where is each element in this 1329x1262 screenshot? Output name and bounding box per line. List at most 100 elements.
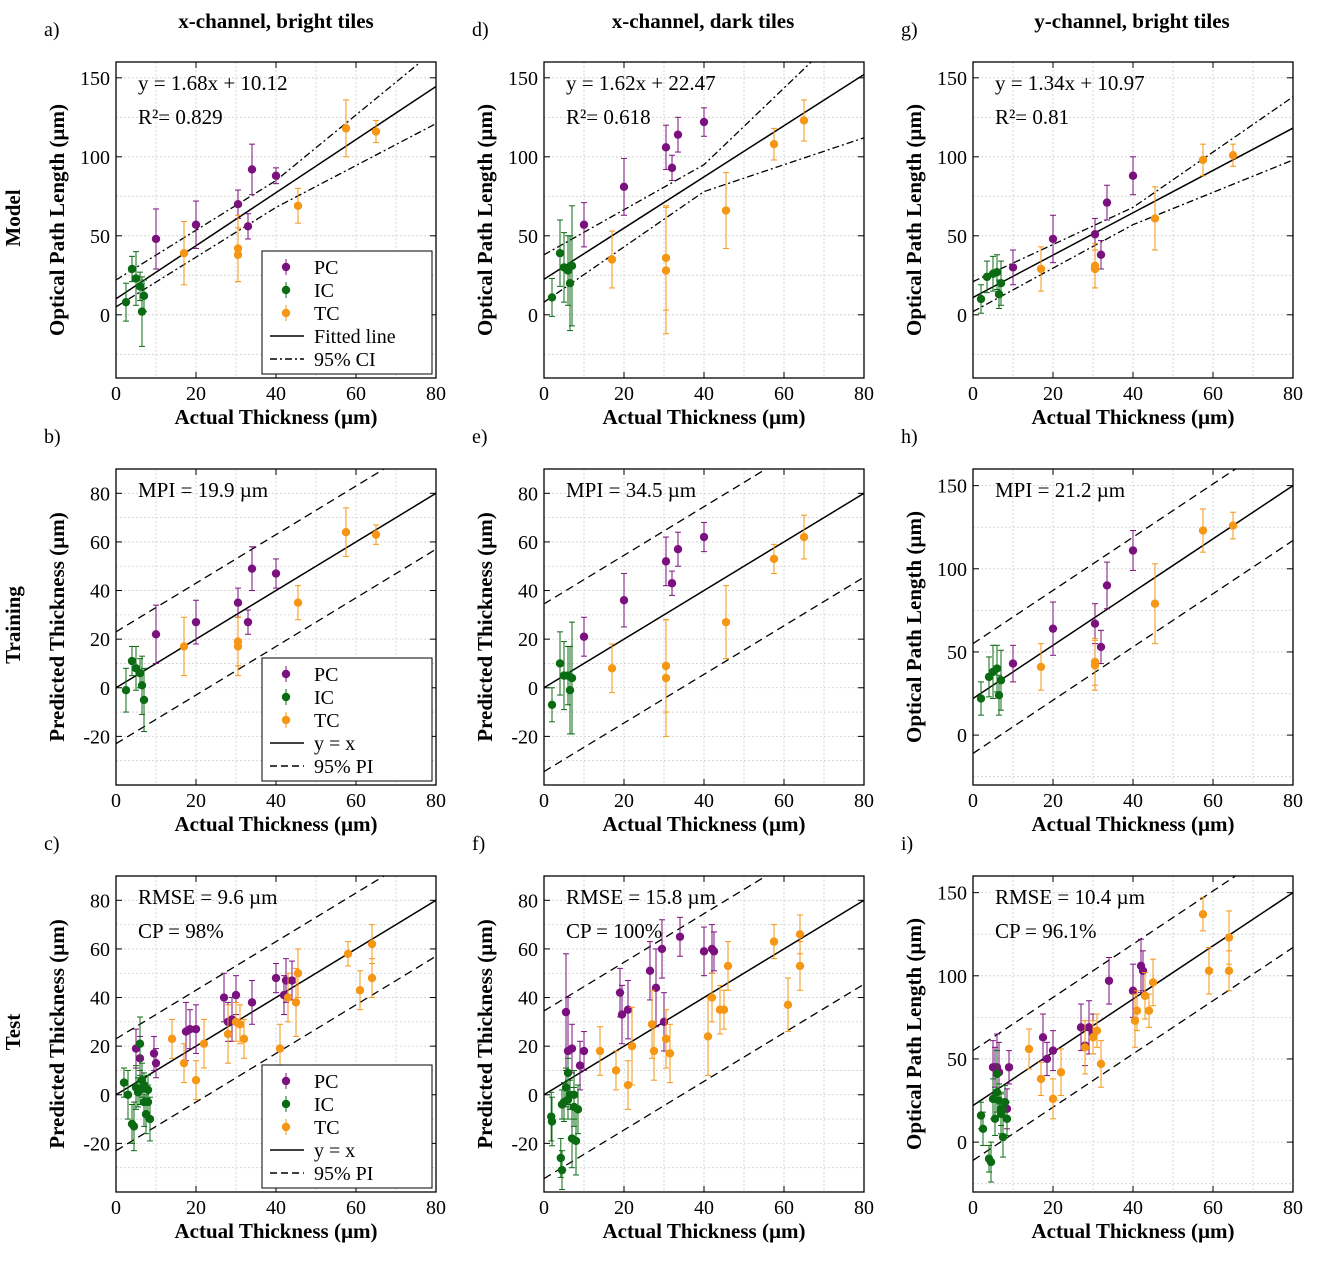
legend-entry: PC: [314, 1071, 338, 1093]
data-point-TC: [723, 961, 733, 971]
reference-lines: [116, 62, 436, 308]
y-tick-label: 100: [508, 147, 538, 169]
data-point-TC: [783, 1000, 793, 1010]
y-axis-label: Predicted Thickness (µm): [45, 919, 69, 1148]
x-axis-label: Actual Thickness (µm): [174, 812, 377, 836]
x-tick-label: 20: [1043, 790, 1063, 812]
legend-entry: 95% CI: [314, 349, 376, 371]
data-point-TC: [341, 124, 351, 133]
pi-upper-line: [116, 469, 386, 633]
x-tick-label: 80: [854, 1197, 874, 1219]
data-point-IC: [119, 1078, 129, 1087]
data-point-IC: [557, 1165, 567, 1175]
x-tick-label: 0: [111, 383, 121, 405]
data-point-PC: [623, 1005, 633, 1014]
pi-lower-line: [544, 983, 864, 1180]
data-point-TC: [1088, 1033, 1098, 1042]
x-tick-label: 60: [774, 790, 794, 812]
data-point-PC: [231, 990, 241, 1000]
data-point-TC: [1228, 521, 1238, 530]
data-point-TC: [167, 1034, 177, 1044]
data-point-IC: [139, 1080, 149, 1090]
series-IC: [121, 645, 149, 733]
series-PC: [151, 546, 281, 664]
data-point-IC: [998, 1132, 1008, 1142]
identity-line: [116, 492, 436, 689]
data-point-PC: [1076, 1023, 1086, 1032]
annotation: CP = 96.1%: [995, 919, 1097, 943]
data-point-PC: [1048, 234, 1058, 244]
data-point-TC: [607, 255, 617, 264]
data-point-IC: [127, 656, 137, 666]
data-point-TC: [283, 993, 293, 1002]
data-point-PC: [1102, 581, 1112, 590]
x-tick-label: 0: [111, 1197, 121, 1219]
y-tick-label: 150: [508, 68, 538, 90]
y-axis-label: Predicted Thickness (µm): [473, 919, 497, 1148]
data-point-IC: [127, 264, 137, 274]
data-point-TC: [1036, 1074, 1046, 1084]
data-point-TC: [1140, 991, 1150, 1000]
y-tick-label: 50: [518, 226, 538, 248]
data-point-PC: [271, 171, 281, 180]
y-tick-label: 100: [937, 966, 967, 988]
y-tick-label: 0: [957, 1132, 967, 1154]
y-axis-label: Predicted Thickness (µm): [45, 512, 69, 741]
legend-entry: y = x: [314, 733, 355, 755]
data-point-TC: [649, 1046, 659, 1056]
x-tick-label: 80: [1283, 1197, 1303, 1219]
x-tick-label: 40: [694, 383, 714, 405]
y-tick-label: 40: [518, 988, 538, 1010]
x-tick-label: 20: [614, 383, 634, 405]
series-PC: [988, 938, 1148, 1130]
x-tick-label: 20: [1043, 1197, 1063, 1219]
x-tick-label: 20: [614, 790, 634, 812]
data-point-IC: [571, 1136, 581, 1146]
data-point-PC: [1042, 1054, 1052, 1064]
data-point-TC: [661, 673, 671, 683]
series-PC: [579, 521, 709, 657]
data-point-TC: [647, 1020, 657, 1029]
data-point-PC: [661, 557, 671, 566]
y-tick-label: 50: [90, 226, 110, 248]
x-tick-label: 20: [186, 1197, 206, 1219]
y-axis-label: Optical Path Length (µm): [473, 104, 497, 336]
y-tick-label: 100: [80, 147, 110, 169]
data-point-TC: [1024, 1044, 1034, 1054]
legend-box: [261, 250, 433, 375]
y-tick-label: 150: [937, 883, 967, 905]
data-point-PC: [615, 988, 625, 997]
data-point-TC: [371, 530, 381, 539]
series-PC: [1008, 530, 1138, 683]
data-point-TC: [703, 1032, 713, 1041]
data-point-IC: [996, 676, 1006, 685]
series-TC: [607, 99, 809, 335]
x-tick-label: 40: [694, 790, 714, 812]
data-point-TC: [1144, 1006, 1154, 1015]
data-point-TC: [799, 532, 809, 542]
y-tick-label: 150: [937, 476, 967, 498]
panel-letter: a): [44, 19, 60, 41]
y-tick-label: 0: [957, 305, 967, 327]
data-point-TC: [1090, 264, 1100, 274]
data-point-IC: [135, 282, 145, 291]
column-title-1: x-channel, bright tiles: [178, 9, 373, 33]
data-point-IC: [556, 1153, 565, 1163]
data-point-IC: [563, 1095, 573, 1104]
series-PC: [579, 107, 709, 248]
x-tick-label: 60: [1203, 790, 1223, 812]
data-point-TC: [611, 1066, 621, 1075]
ci-lower-line: [973, 159, 1293, 313]
annotation: MPI = 34.5 µm: [566, 478, 696, 502]
legend-marker-PC: [281, 669, 291, 679]
panel-b: 0 20 40 60 80 -20 0 20 40 60 80 b) MPI = 19.9 µm Actu…: [44, 426, 446, 836]
data-point-TC: [1228, 151, 1238, 160]
panel-letter: e): [472, 426, 488, 448]
data-point-TC: [721, 206, 731, 215]
data-point-PC: [673, 130, 683, 139]
legend-entry: IC: [314, 1094, 334, 1116]
data-point-TC: [341, 528, 351, 537]
data-point-TC: [721, 617, 731, 627]
data-point-TC: [623, 1080, 633, 1090]
panel-letter: b): [44, 426, 61, 448]
